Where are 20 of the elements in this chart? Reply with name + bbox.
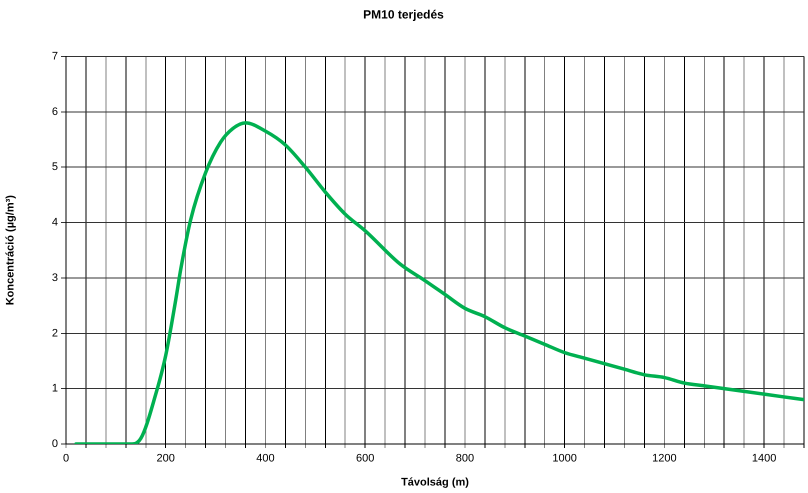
x-axis-title: Távolság (m)	[401, 476, 470, 488]
x-tick-label: 800	[456, 452, 474, 465]
x-tick-label: 0	[62, 452, 70, 465]
x-tick-label: 1400	[752, 452, 776, 465]
y-tick-label: 4	[52, 216, 58, 229]
x-tick-label: 400	[256, 452, 275, 465]
y-tick-label: 3	[52, 272, 58, 284]
x-tick-label: 1000	[552, 452, 577, 465]
y-tick-label: 6	[52, 106, 58, 118]
y-axis-title: Koncentráció (µg/m³)	[4, 194, 17, 306]
x-tick-label: 200	[156, 452, 175, 465]
line-series	[74, 121, 804, 444]
y-tick-label: 1	[52, 382, 58, 395]
y-tick-label: 7	[52, 50, 58, 62]
chart-title: PM10 terjedés	[363, 8, 444, 22]
y-tick-label: 0	[52, 438, 58, 450]
x-tick-label: 1200	[652, 452, 677, 465]
x-tick-label: 600	[356, 452, 374, 465]
y-tick-label: 2	[52, 327, 58, 340]
y-tick-label: 5	[52, 161, 58, 174]
